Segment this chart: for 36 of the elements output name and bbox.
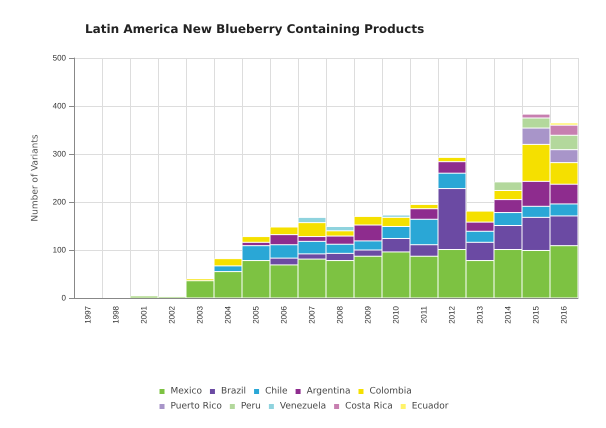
y-tick-label: 200: [52, 198, 67, 206]
y-tick-label: 500: [52, 54, 67, 62]
x-tick-label: 2015: [532, 305, 540, 324]
chart-title: Latin America New Blueberry Containing Products: [85, 22, 424, 36]
x-tick-label: 1997: [84, 305, 92, 324]
x-tick-label: 2003: [196, 305, 204, 324]
legend-label: Colombia: [369, 386, 412, 396]
y-tick-label: 300: [52, 150, 67, 158]
x-tick-label: 2010: [392, 305, 400, 324]
legend-label: Peru: [240, 402, 261, 412]
legend-label: Venezuela: [280, 402, 326, 412]
x-tick-label: 2013: [476, 305, 484, 324]
x-tick-label: 2009: [364, 305, 372, 324]
legend-label: Mexico: [170, 386, 202, 396]
legend-label: Costa Rica: [345, 402, 393, 412]
legend-label: Ecuador: [412, 402, 449, 412]
y-tick-label: 400: [52, 102, 67, 110]
legend-label: Puerto Rico: [170, 402, 222, 412]
x-tick-label: 2012: [448, 305, 456, 324]
x-tick-label: 2016: [560, 305, 568, 324]
x-tick-label: 1998: [112, 305, 120, 324]
legend-label: Brazil: [220, 386, 246, 396]
y-axis-title: Number of Variants: [30, 134, 40, 222]
x-tick-label: 2001: [140, 305, 148, 324]
x-tick-label: 2005: [252, 305, 260, 324]
x-tick-label: 2002: [168, 305, 176, 324]
x-tick-label: 2006: [280, 305, 288, 324]
y-tick-label: 0: [62, 294, 67, 302]
x-tick-label: 2014: [504, 305, 512, 324]
x-tick-label: 2004: [224, 305, 232, 324]
y-tick-label: 100: [52, 246, 67, 254]
x-tick-label: 2008: [336, 305, 344, 324]
x-tick-label: 2011: [420, 305, 428, 324]
legend-label: Chile: [265, 386, 288, 396]
legend-label: Argentina: [306, 386, 350, 396]
x-tick-label: 2007: [308, 305, 316, 324]
